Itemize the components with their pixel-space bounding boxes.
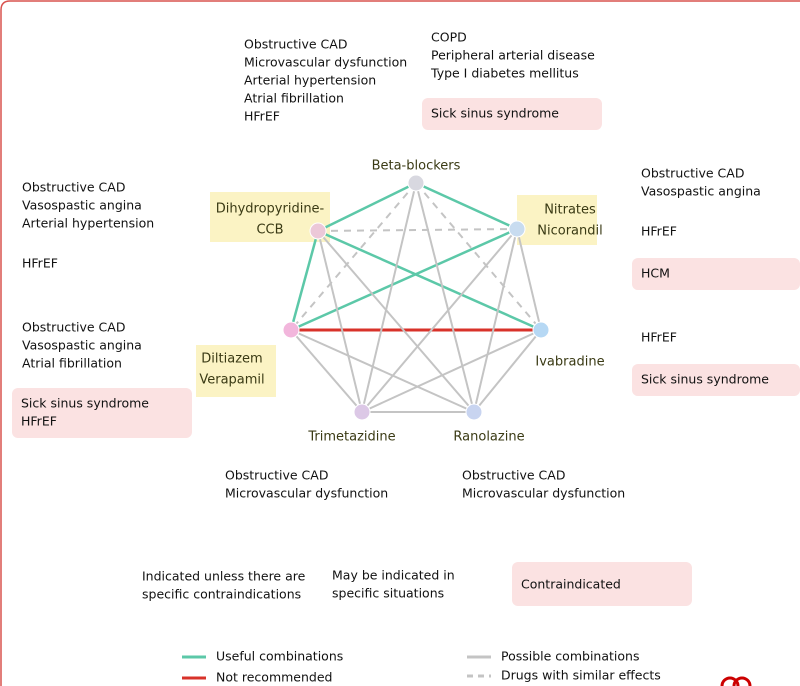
node-label: CCB bbox=[256, 223, 283, 238]
indication: Obstructive CAD bbox=[641, 166, 744, 181]
possible-indication: HFrEF bbox=[22, 256, 58, 271]
drug-node bbox=[353, 403, 371, 421]
edge bbox=[361, 228, 518, 413]
indication: Microvascular dysfunction bbox=[462, 486, 625, 501]
possible-indication: Peripheral arterial disease bbox=[431, 48, 595, 63]
contraindication-box bbox=[12, 388, 192, 438]
indication: Atrial fibrillation bbox=[244, 91, 344, 106]
edge bbox=[317, 230, 363, 413]
indication: Vasospastic angina bbox=[22, 338, 142, 353]
edge bbox=[317, 228, 518, 232]
edge bbox=[415, 182, 542, 331]
edge bbox=[317, 230, 475, 413]
indication: Vasospastic angina bbox=[641, 184, 761, 199]
edge bbox=[473, 228, 518, 413]
edge bbox=[290, 329, 475, 413]
drug-node bbox=[465, 403, 483, 421]
drug-node bbox=[309, 222, 327, 240]
indication: Microvascular dysfunction bbox=[225, 486, 388, 501]
edge bbox=[516, 228, 542, 331]
edge bbox=[473, 329, 542, 413]
legend-label: Possible combinations bbox=[501, 649, 639, 664]
key-text: Indicated unless there are bbox=[142, 569, 306, 584]
contraindication: Sick sinus syndrome bbox=[431, 106, 559, 121]
edge bbox=[289, 230, 320, 331]
edge bbox=[317, 229, 542, 332]
legend-label: Not recommended bbox=[216, 670, 332, 685]
node-label: Diltiazem bbox=[201, 352, 262, 367]
contraindication: HFrEF bbox=[21, 414, 57, 429]
node-label: Nitrates bbox=[544, 203, 596, 218]
drug-node bbox=[407, 174, 425, 192]
indication: HFrEF bbox=[244, 109, 280, 124]
possible-indication: COPD bbox=[431, 30, 467, 45]
edge bbox=[290, 182, 417, 331]
possible-indication: HFrEF bbox=[641, 224, 677, 239]
node-label: Dihydropyridine- bbox=[216, 202, 325, 217]
contraindication: HCM bbox=[641, 266, 670, 281]
indication: Microvascular dysfunction bbox=[244, 55, 407, 70]
drug-node bbox=[282, 321, 300, 339]
edge bbox=[415, 181, 518, 231]
node-label: Ranolazine bbox=[453, 430, 524, 445]
indication: Arterial hypertension bbox=[22, 216, 154, 231]
node-label: Ivabradine bbox=[535, 355, 604, 370]
key-contraindicated-box bbox=[512, 562, 692, 606]
possible-indication: HFrEF bbox=[641, 330, 677, 345]
indication: Obstructive CAD bbox=[225, 468, 328, 483]
contraindication: Sick sinus syndrome bbox=[641, 372, 769, 387]
node-label: Nicorandil bbox=[537, 224, 602, 239]
edge bbox=[361, 329, 542, 413]
key-text: Contraindicated bbox=[521, 577, 621, 592]
label-highlight bbox=[196, 345, 276, 397]
key-text: May be indicated in bbox=[332, 568, 455, 583]
indication: Obstructive CAD bbox=[22, 180, 125, 195]
indication: Obstructive CAD bbox=[462, 468, 565, 483]
edge bbox=[290, 329, 363, 413]
contraindication-box bbox=[632, 258, 800, 290]
node-label: Verapamil bbox=[199, 373, 264, 388]
key-text: specific contraindications bbox=[142, 587, 301, 602]
indication: Obstructive CAD bbox=[22, 320, 125, 335]
possible-indication: Type I diabetes mellitus bbox=[430, 66, 579, 81]
node-label: Trimetazidine bbox=[307, 430, 395, 445]
edge bbox=[290, 227, 518, 332]
drug-node bbox=[508, 220, 526, 238]
legend-label: Useful combinations bbox=[216, 649, 343, 664]
indication: Arterial hypertension bbox=[244, 73, 376, 88]
legend-label: Drugs with similar effects bbox=[501, 668, 661, 683]
drug-node bbox=[532, 321, 550, 339]
edge bbox=[415, 182, 475, 413]
indication: Atrial fibrillation bbox=[22, 356, 122, 371]
edge bbox=[317, 181, 417, 233]
contraindication: Sick sinus syndrome bbox=[21, 396, 149, 411]
key-text: specific situations bbox=[332, 586, 444, 601]
contraindication-box bbox=[632, 364, 800, 396]
node-label: Beta-blockers bbox=[372, 159, 461, 174]
label-highlight bbox=[517, 195, 597, 245]
indication: Obstructive CAD bbox=[244, 37, 347, 52]
indication: Vasospastic angina bbox=[22, 198, 142, 213]
contraindication-box bbox=[422, 98, 602, 130]
logo bbox=[720, 676, 752, 686]
edge bbox=[361, 182, 417, 413]
